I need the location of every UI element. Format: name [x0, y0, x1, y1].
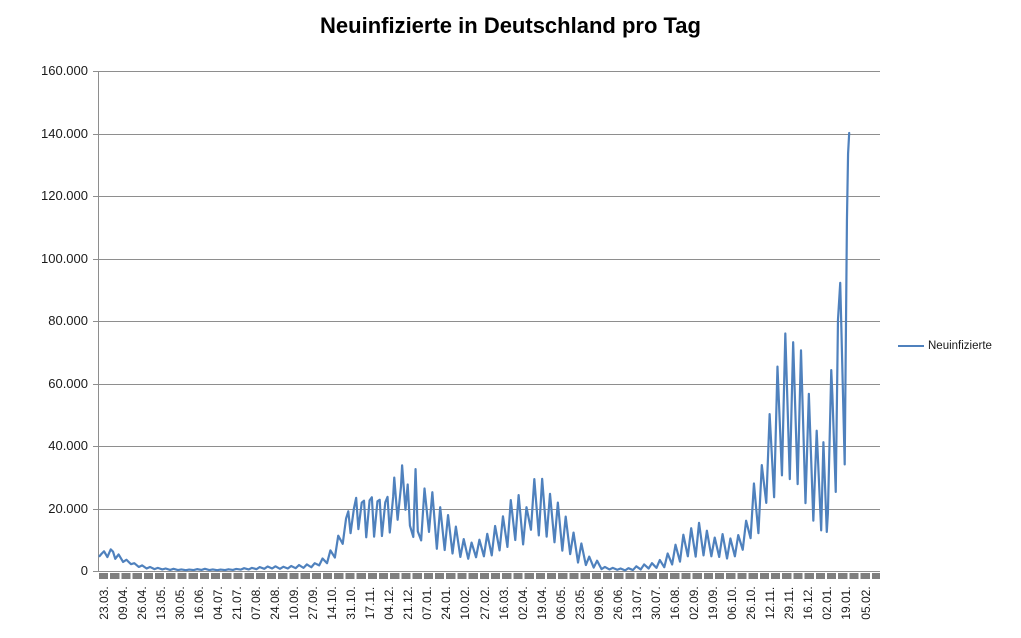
y-axis-tick — [93, 383, 99, 385]
x-axis-label: 02.09. — [687, 586, 702, 620]
y-axis-tick — [93, 446, 99, 447]
y-gridline — [99, 258, 880, 260]
plot-area — [99, 71, 880, 572]
x-axis-label: 14.10. — [325, 586, 340, 620]
x-axis-label: 26.10. — [744, 586, 759, 620]
x-axis-label: 13.05. — [153, 586, 168, 620]
x-axis-label: 23.03. — [96, 586, 111, 620]
x-axis-label: 19.09. — [706, 586, 721, 620]
x-axis-label: 27.02. — [477, 586, 492, 620]
x-axis-label: 30.05. — [172, 586, 187, 620]
x-axis-label: 12.11. — [763, 586, 778, 620]
x-axis-label: 02.01. — [820, 586, 835, 620]
x-axis-label: 06.05. — [553, 586, 568, 620]
x-axis-label: 31.10. — [344, 586, 359, 620]
x-axis-label: 06.10. — [725, 586, 740, 620]
y-axis-label: 140.000 — [41, 125, 88, 141]
y-axis-tick — [93, 571, 99, 572]
x-axis-label: 19.01. — [839, 586, 854, 620]
x-axis-label: 09.04. — [115, 586, 130, 620]
x-axis-label: 23.05. — [572, 586, 587, 620]
y-axis-tick — [93, 133, 99, 135]
y-gridline — [99, 196, 880, 197]
x-axis-label: 10.02. — [458, 586, 473, 620]
y-gridline — [99, 508, 880, 510]
x-axis-label: 07.01. — [420, 586, 435, 620]
legend: Neuinfizierte — [898, 339, 992, 353]
x-axis-label: 05.02. — [858, 586, 873, 620]
y-gridline — [99, 383, 880, 385]
x-axis-label: 27.09. — [306, 586, 321, 620]
y-axis-tick — [93, 258, 99, 260]
x-axis-label: 16.08. — [668, 586, 683, 620]
x-axis-label: 26.06. — [610, 586, 625, 620]
x-axis-label: 10.09. — [287, 586, 302, 620]
y-gridline — [99, 133, 880, 135]
x-axis-label: 26.04. — [134, 586, 149, 620]
series-svg — [98, 131, 851, 572]
x-axis-label: 02.04. — [515, 586, 530, 620]
y-axis-label: 80.000 — [48, 313, 88, 328]
y-axis-label: 20.000 — [48, 500, 88, 516]
y-axis-tick — [93, 196, 99, 197]
x-axis-label: 29.11. — [782, 586, 797, 620]
x-axis-tick-band — [99, 573, 880, 579]
x-axis-label: 09.06. — [591, 586, 606, 620]
x-axis-label: 21.12. — [401, 586, 416, 620]
x-axis-label: 04.12. — [382, 586, 397, 620]
legend-line-swatch — [898, 345, 924, 347]
x-axis-label: 16.03. — [496, 586, 511, 620]
y-gridline — [99, 71, 880, 72]
neuinfizierte-line-series — [98, 131, 851, 572]
y-axis-tick — [93, 321, 99, 322]
x-axis-label: 16.12. — [801, 586, 816, 620]
chart-title: Neuinfizierte in Deutschland pro Tag — [320, 13, 701, 38]
x-axis-label: 13.07. — [629, 586, 644, 620]
y-axis-label: 60.000 — [48, 375, 88, 391]
y-gridline — [99, 571, 880, 572]
y-axis-label: 100.000 — [41, 250, 88, 266]
y-gridline — [99, 321, 880, 322]
x-axis-label: 07.08. — [248, 586, 263, 620]
y-axis-label: 40.000 — [48, 438, 88, 453]
x-axis-label: 17.11. — [363, 586, 378, 620]
y-axis-tick — [93, 508, 99, 510]
x-axis-label: 04.07. — [210, 586, 225, 620]
x-axis-label: 30.07. — [648, 586, 663, 620]
x-axis-label: 24.01. — [439, 586, 454, 620]
x-axis-label: 21.07. — [229, 586, 244, 620]
x-axis-label: 16.06. — [191, 586, 206, 620]
y-axis-label: 120.000 — [41, 188, 88, 203]
y-gridline — [99, 446, 880, 447]
x-axis-label: 24.08. — [267, 586, 282, 620]
y-axis-label: 0 — [80, 563, 88, 578]
legend-label: Neuinfizierte — [928, 340, 992, 352]
y-axis-tick — [93, 71, 99, 72]
y-axis-label: 160.000 — [41, 63, 88, 78]
x-axis-label: 19.04. — [534, 586, 549, 620]
